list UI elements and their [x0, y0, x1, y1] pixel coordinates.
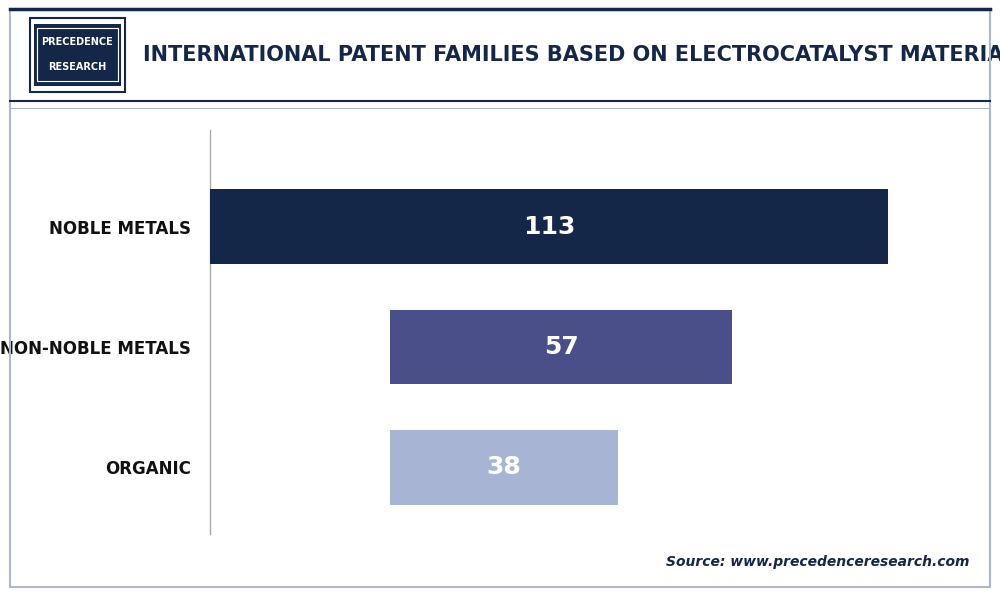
Text: 38: 38 [487, 455, 521, 480]
Bar [390, 430, 618, 505]
Text: RESEARCH: RESEARCH [48, 62, 107, 72]
Bar [210, 189, 888, 264]
Text: 57: 57 [544, 335, 578, 359]
Text: INTERNATIONAL PATENT FAMILIES BASED ON ELECTROCATALYST MATERIAL: INTERNATIONAL PATENT FAMILIES BASED ON E… [143, 44, 1000, 65]
Text: Source: www.precedenceresearch.com: Source: www.precedenceresearch.com [666, 555, 970, 569]
Text: 113: 113 [523, 215, 575, 239]
Bar [390, 310, 732, 384]
Text: PRECEDENCE: PRECEDENCE [42, 37, 113, 47]
